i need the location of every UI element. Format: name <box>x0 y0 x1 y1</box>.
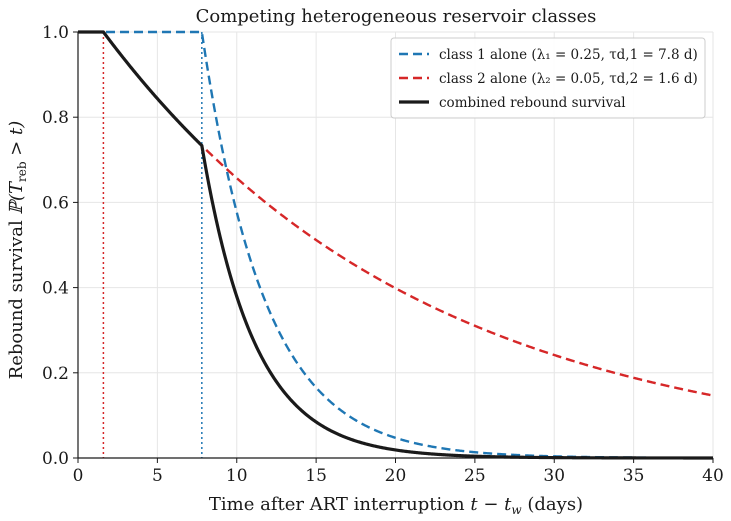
x-tick-label-1: 5 <box>152 466 163 486</box>
y-axis-label: Rebound survival ℙ(Treb > t) <box>6 121 29 380</box>
x-tick-label-7: 35 <box>623 466 645 486</box>
y-tick-label-0: 0.0 <box>42 449 69 469</box>
y-tick-label-4: 0.8 <box>42 108 69 128</box>
y-tick-label-2: 0.4 <box>42 279 69 299</box>
legend-label-2: class 2 alone (λ₂ = 0.05, τd,2 = 1.6 d) <box>439 71 698 87</box>
x-tick-label-0: 0 <box>73 466 84 486</box>
legend: class 1 alone (λ₁ = 0.25, τd,1 = 7.8 d) c… <box>390 37 706 119</box>
x-tick-label-2: 10 <box>226 466 248 486</box>
legend-label-1: class 1 alone (λ₁ = 0.25, τd,1 = 7.8 d) <box>439 47 698 63</box>
y-tick-label-1: 0.2 <box>42 364 69 384</box>
series-line-1 <box>77 30 714 460</box>
x-tick-label-6: 30 <box>543 466 565 486</box>
x-tick-label-4: 20 <box>385 466 407 486</box>
reference-lines <box>102 32 203 458</box>
legend-box <box>390 37 706 119</box>
x-tick-label-3: 15 <box>305 466 327 486</box>
y-tick-label-5: 1.0 <box>42 23 69 43</box>
x-tick-label-8: 40 <box>702 466 724 486</box>
y-tick-label-3: 0.6 <box>42 193 69 213</box>
series-line-2 <box>77 30 714 397</box>
x-tick-label-5: 25 <box>464 466 486 486</box>
ticks: 0 5 10 15 20 25 30 35 40 0.0 0.2 0.4 0.6 0.8 1.0 <box>42 23 724 486</box>
legend-label-3: combined rebound survival <box>439 95 626 111</box>
chart-title: Competing heterogeneous reservoir classe… <box>196 6 597 27</box>
x-axis-label: Time after ART interruption t − tw (days… <box>209 494 583 517</box>
